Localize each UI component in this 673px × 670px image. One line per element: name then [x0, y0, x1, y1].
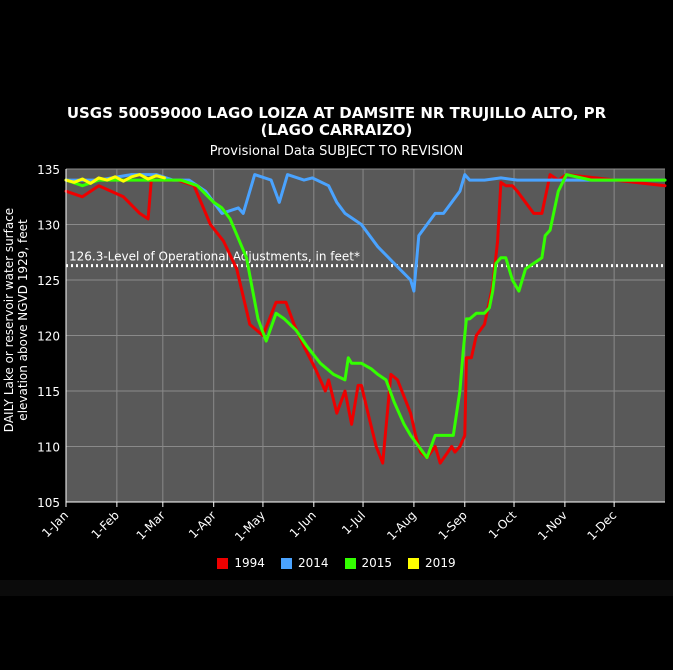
- legend-item-2019: 2019: [408, 556, 456, 570]
- y-tick-label: 115: [37, 385, 60, 399]
- grid-lines: [65, 168, 665, 503]
- y-tick-label: 130: [37, 219, 60, 233]
- x-tick-label: 1-Jun: [287, 508, 319, 540]
- legend-label: 2014: [297, 556, 329, 570]
- y-tick-label: 125: [37, 274, 60, 288]
- reference-line-label: 126.3-Level of Operational Adjustments, …: [69, 250, 360, 264]
- y-tick-label: 105: [37, 496, 60, 510]
- x-tick-label: 1-Mar: [134, 508, 168, 542]
- reference-line-group: 126.3-Level of Operational Adjustments, …: [66, 250, 665, 268]
- bottom-band: [0, 580, 673, 596]
- y-tick-label: 135: [37, 163, 60, 177]
- x-tick-label: 1-Aug: [384, 508, 419, 543]
- x-tick-label: 1-Apr: [186, 508, 219, 541]
- series-line-2014: [64, 173, 667, 293]
- chart-title-line2: (LAGO CARRAIZO): [260, 121, 413, 139]
- legend-item-1994: 1994: [217, 556, 265, 570]
- x-tick-label: 1-Feb: [89, 508, 122, 541]
- legend-swatch: [280, 557, 292, 569]
- legend-label: 1994: [234, 556, 265, 570]
- x-tick-label: 1-Sep: [436, 508, 470, 542]
- x-tick-label: 1-May: [232, 508, 268, 544]
- legend-label: 2019: [425, 556, 456, 570]
- legend-swatch: [408, 557, 420, 569]
- chart-title: USGS 50059000 LAGO LOIZA AT DAMSITE NR T…: [0, 105, 673, 139]
- legend-swatch: [344, 557, 356, 569]
- x-tick-label: 1-Dec: [584, 508, 619, 543]
- series-line-2019: [64, 173, 166, 185]
- y-tick-label: 110: [37, 441, 60, 455]
- x-tick-label: 1-Nov: [535, 508, 570, 543]
- series-group: [64, 173, 667, 465]
- series-line-1994: [64, 173, 667, 465]
- chart-svg: 126.3-Level of Operational Adjustments, …: [37, 163, 667, 544]
- legend-label: 2015: [361, 556, 393, 570]
- x-tick-label: 1-Oct: [486, 508, 519, 541]
- legend-item-2014: 2014: [280, 556, 329, 570]
- x-tick-label: 1-Jan: [39, 508, 71, 540]
- series-line-2015: [64, 173, 667, 460]
- legend: 1994 2014 2015 2019: [0, 556, 673, 570]
- legend-swatch: [217, 557, 229, 569]
- x-tick-label: 1-Jul: [339, 508, 368, 537]
- chart-subtitle: Provisional Data SUBJECT TO REVISION: [209, 144, 464, 159]
- chart-title-line1: USGS 50059000 LAGO LOIZA AT DAMSITE NR T…: [66, 104, 607, 122]
- y-tick-label: 120: [37, 330, 60, 344]
- legend-item-2015: 2015: [344, 556, 393, 570]
